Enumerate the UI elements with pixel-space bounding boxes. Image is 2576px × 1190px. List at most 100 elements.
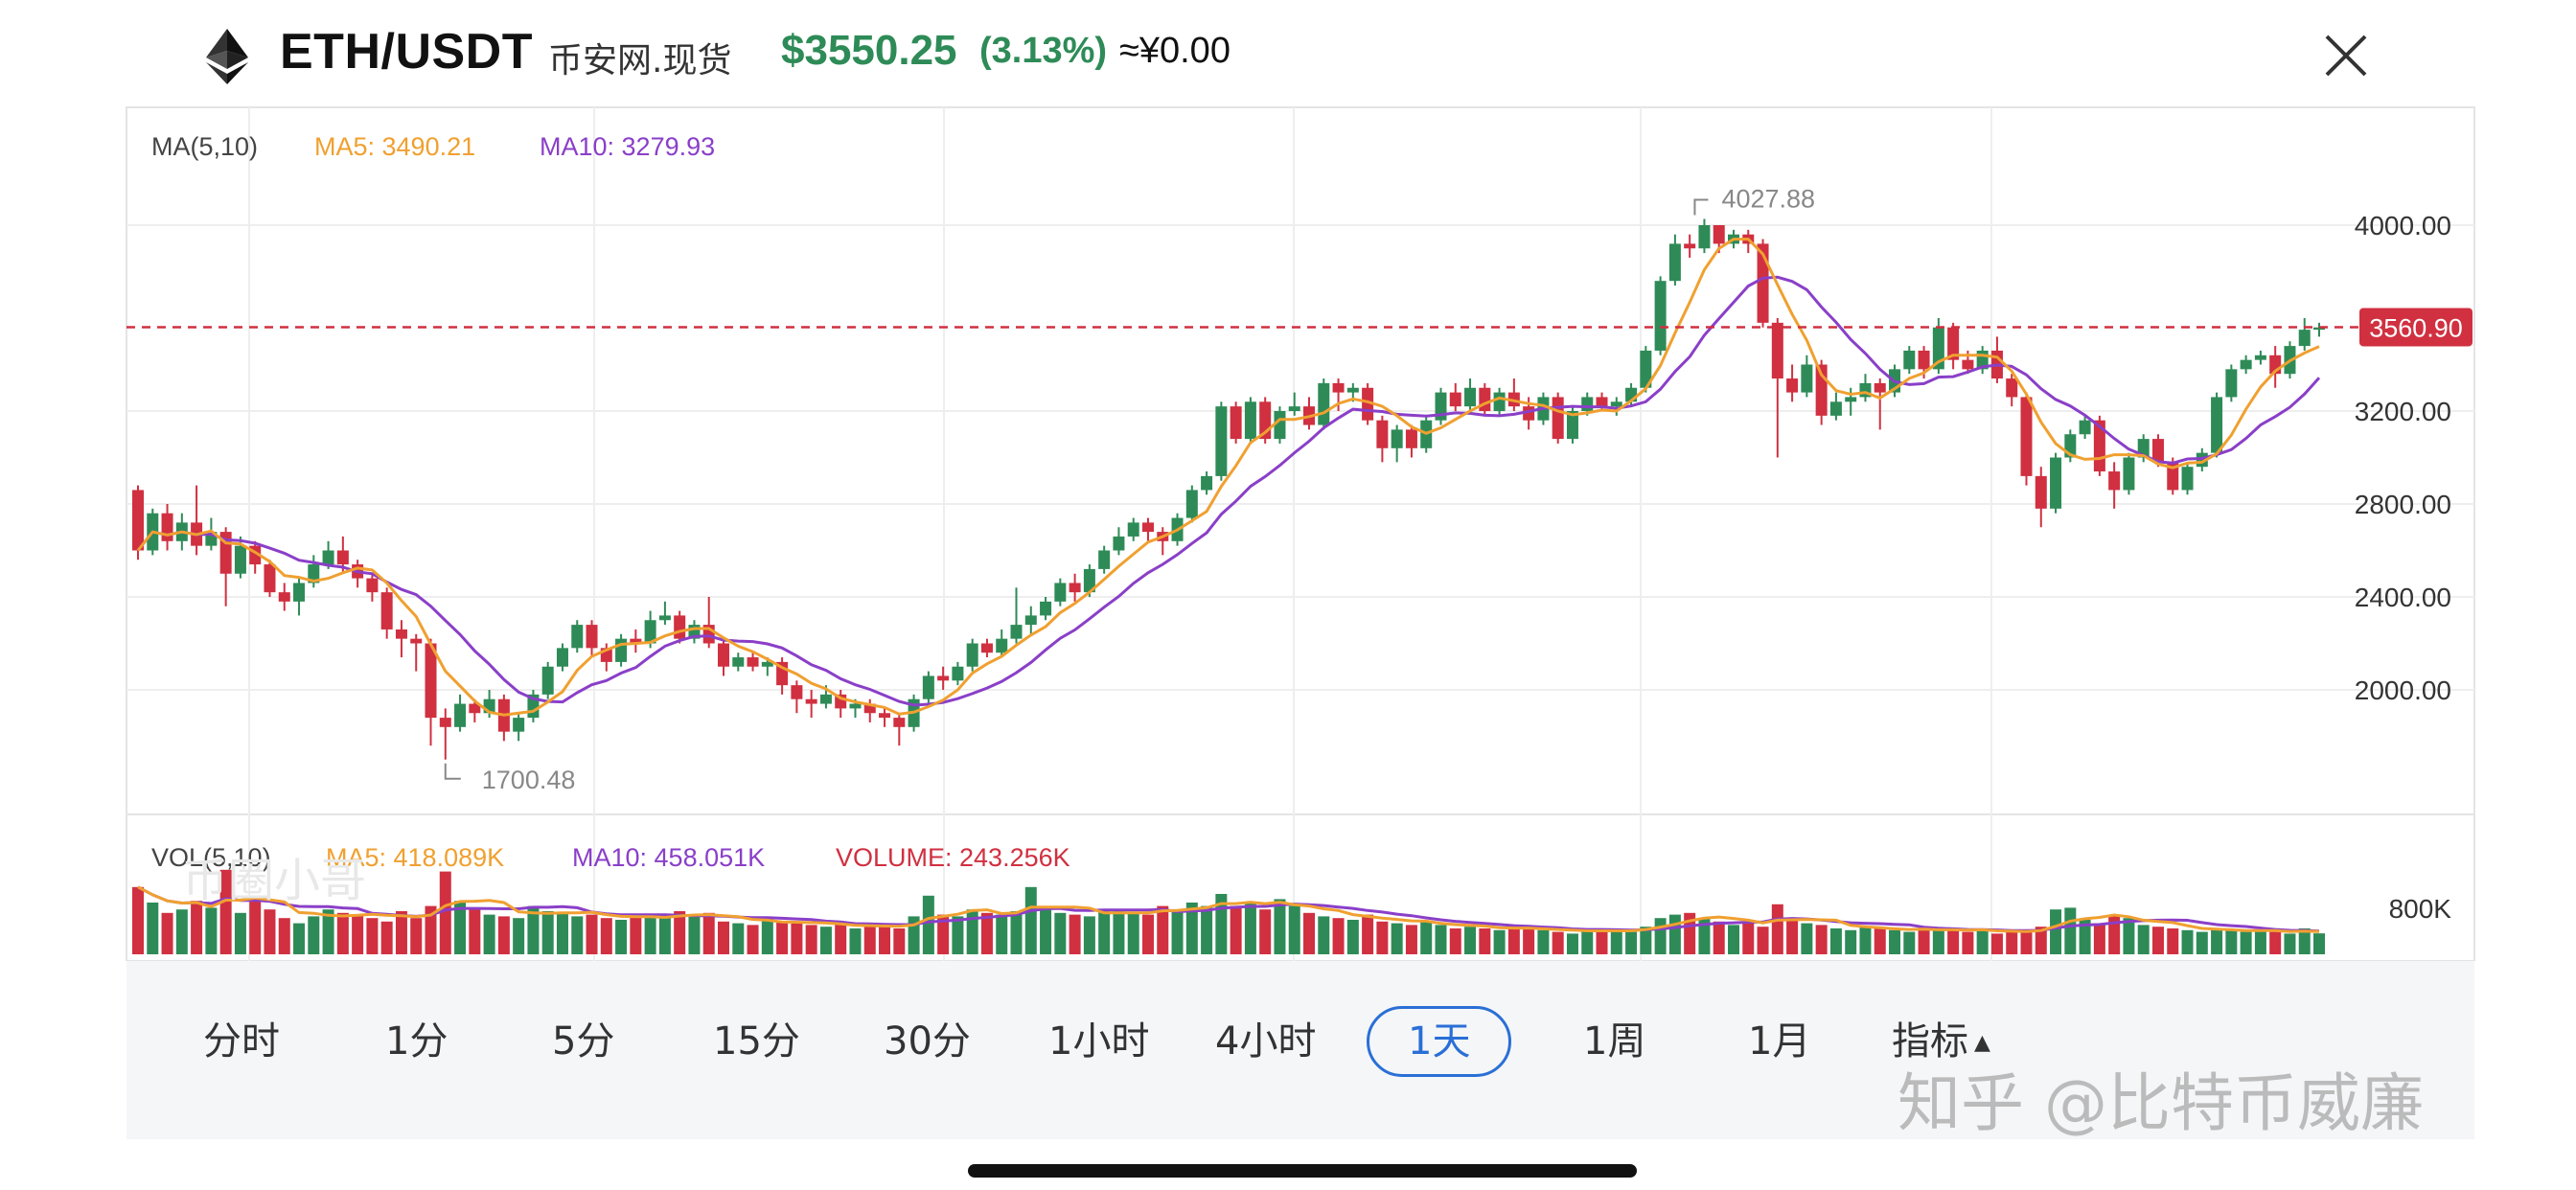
candle-body [1684, 243, 1696, 249]
ma-legend-label: MA(5,10) [151, 132, 258, 161]
candle-body [1668, 243, 1681, 282]
volume-bar [234, 912, 246, 954]
volume-bar [952, 916, 964, 954]
volume-bar [1523, 928, 1535, 954]
cny-equivalent: ≈¥0.00 [1119, 31, 1230, 71]
candle-body [2006, 378, 2018, 398]
tab-1mo[interactable]: 1月 [1748, 1019, 1811, 1064]
last-price: $3550.25 [781, 27, 957, 74]
home-indicator[interactable] [968, 1164, 1637, 1178]
volume-bar [1303, 912, 1316, 954]
candle-body [1947, 327, 1960, 360]
candle-body [732, 657, 745, 667]
volume-bar [1932, 929, 1944, 954]
candle-body [1698, 225, 1711, 249]
tab-5m[interactable]: 5分 [552, 1019, 615, 1064]
volume-bar [1259, 909, 1272, 954]
volume-bar [1654, 918, 1667, 954]
volume-bar [293, 923, 306, 954]
candle-body [819, 694, 832, 704]
volume-bar [1874, 928, 1886, 954]
tab-30m[interactable]: 30分 [884, 1019, 971, 1064]
chart-grid [126, 106, 2475, 961]
volume-bar [1493, 929, 1506, 954]
volume-bar [366, 918, 379, 954]
volume-bars [132, 869, 2325, 954]
indicator-label: 指标 [1892, 1019, 1968, 1064]
tab-4h[interactable]: 4小时 [1215, 1019, 1317, 1064]
candle-body [380, 592, 393, 629]
volume-bar [966, 909, 978, 954]
close-icon[interactable] [2319, 29, 2373, 82]
ma5-line [136, 238, 2320, 717]
volume-bar [2006, 931, 2018, 954]
volume-bar [893, 928, 906, 954]
candle-body [1185, 490, 1198, 518]
volume-bar [849, 928, 862, 954]
ma5-legend: MA5: 3490.21 [314, 132, 475, 161]
volume-bar [1141, 914, 1154, 954]
volume-bar [980, 912, 993, 954]
volume-bar [2313, 933, 2325, 954]
candle-body [541, 666, 554, 695]
volume-bar [322, 909, 334, 954]
volume-bar [996, 914, 1008, 954]
candle-body [1346, 387, 1359, 393]
volume-bar [1845, 929, 1857, 954]
tab-15m[interactable]: 15分 [713, 1019, 800, 1064]
candle-body [439, 718, 451, 727]
volume-bar [835, 923, 847, 954]
vol-ma10-legend: MA10: 458.051K [572, 843, 765, 872]
candle-body [234, 545, 246, 574]
volume-bar [1201, 905, 1213, 954]
volume-bar [249, 899, 262, 954]
volume-bar [1537, 929, 1550, 954]
candle-body [1201, 475, 1213, 491]
candle-body [1391, 429, 1403, 448]
volume-bar [2123, 918, 2135, 954]
indicator-menu[interactable]: 指标 ▲ [1892, 1009, 1990, 1074]
volume-bar [1684, 912, 1696, 954]
candle-body [322, 550, 334, 565]
volume-bar [630, 914, 642, 954]
volume-bar [1552, 931, 1564, 954]
candle-body [1962, 359, 1974, 370]
tab-1h[interactable]: 1小时 [1048, 1019, 1150, 1064]
price-tick-label: 4000.00 [2355, 211, 2451, 240]
volume-bar [1332, 918, 1345, 954]
candle-body [1274, 411, 1286, 440]
candle-body [893, 718, 906, 727]
volume-bar [1698, 918, 1711, 954]
candle-body [2050, 457, 2062, 509]
current-price-badge [2359, 308, 2472, 347]
volume-bar [1185, 903, 1198, 954]
kline-chart[interactable]: 4000.003200.002800.002400.002000.00800K … [0, 0, 2576, 961]
candle-body [644, 620, 656, 644]
candle-body [615, 638, 628, 662]
volume-bar [791, 923, 803, 954]
volume-bar [1024, 886, 1037, 954]
price-tick-label: 3200.00 [2355, 397, 2451, 426]
tab-1d[interactable]: 1天 [1367, 1006, 1512, 1077]
candle-body [1918, 350, 1930, 370]
volume-bar [644, 916, 656, 954]
candle-body [1932, 327, 1944, 370]
volume-bar [527, 905, 540, 954]
volume-bar [1069, 914, 1081, 954]
volume-bar [1171, 909, 1184, 954]
candle-body [2298, 330, 2311, 347]
candle-body [980, 643, 993, 653]
volume-bar [1435, 925, 1447, 954]
ma-lines [136, 238, 2321, 717]
candle-body [132, 490, 144, 551]
candle-body [1215, 406, 1228, 476]
volume-bar [2240, 931, 2252, 954]
volume-bar [1668, 914, 1681, 954]
tab-timeline[interactable]: 分时 [203, 1019, 280, 1064]
volume-bar [2269, 931, 2282, 954]
tab-1m[interactable]: 1分 [385, 1019, 448, 1064]
volume-bar [1713, 921, 1725, 954]
volume-bar [1083, 916, 1095, 954]
volume-bar [1376, 921, 1389, 954]
tab-1w[interactable]: 1周 [1583, 1019, 1646, 1064]
